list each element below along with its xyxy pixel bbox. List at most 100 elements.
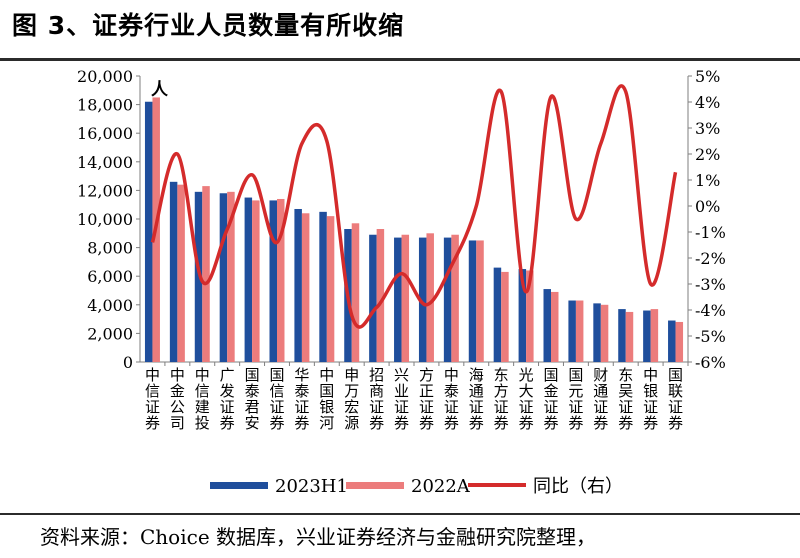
bar-2023h1 <box>518 269 527 362</box>
category-label: 中信证券 <box>145 366 160 432</box>
y2-tick-label: -1% <box>695 223 726 242</box>
y2-tick-label: -4% <box>695 301 726 320</box>
bar-2022a <box>301 213 310 362</box>
category-label: 东吴证券 <box>618 366 633 432</box>
category-label: 申万宏源 <box>344 366 359 432</box>
bar-2022a <box>401 234 410 362</box>
bar-2022a <box>551 291 559 362</box>
y2-tick-label: 5% <box>695 67 720 86</box>
bar-2023h1 <box>443 237 452 362</box>
bar-2022a <box>501 271 509 362</box>
bar-2023h1 <box>144 101 153 363</box>
yoy-line <box>150 84 678 329</box>
category-label: 中信建投 <box>195 366 210 432</box>
bar-2023h1 <box>219 193 228 362</box>
bar-2023h1 <box>618 309 626 362</box>
y2-tick-label: -2% <box>695 249 726 268</box>
bar-2022a <box>177 184 185 362</box>
bar-2022a <box>650 309 659 362</box>
bar-2022a <box>277 198 285 362</box>
category-label: 海通证券 <box>469 366 484 432</box>
category-label: 国泰君安 <box>245 366 260 432</box>
bar-2023h1 <box>418 237 427 362</box>
y2-tick-label: 4% <box>695 93 720 112</box>
bar-2023h1 <box>319 211 327 362</box>
y-tick-label: 10,000 <box>77 210 133 229</box>
line-series <box>150 84 678 329</box>
category-label: 中银证券 <box>643 366 658 432</box>
bar-2023h1 <box>668 320 676 362</box>
y-tick-label: 20,000 <box>77 67 133 86</box>
bar-2022a <box>227 191 235 362</box>
bar-2022a <box>451 234 459 362</box>
category-labels: 中信证券中金公司中信建投广发证券国泰君安国信证券华泰证券中国银河申万宏源招商证券… <box>145 366 683 432</box>
y-tick-label: 14,000 <box>77 153 133 172</box>
y-tick-label: 8,000 <box>87 239 133 258</box>
bar-2023h1 <box>543 289 551 362</box>
bar-2022a <box>376 229 385 362</box>
category-label: 国金证券 <box>543 366 558 432</box>
bar-2022a <box>351 223 360 362</box>
bar-2023h1 <box>269 200 277 362</box>
category-label: 国元证券 <box>568 366 583 432</box>
y2-tick-label: -5% <box>695 327 726 346</box>
bar-2022a <box>675 321 684 362</box>
tick-labels: 0 2,000 4,000 6,000 8,000 10,000 12,000 14,000 1… <box>77 67 726 372</box>
category-label: 光大证券 <box>519 366 534 432</box>
unit-label: 人 <box>151 80 169 100</box>
bar-2023h1 <box>194 191 203 362</box>
bar-2023h1 <box>593 303 601 362</box>
bar-line-chart: 0 2,000 4,000 6,000 8,000 10,000 12,000 14,000 1… <box>77 67 726 497</box>
category-label: 广发证券 <box>220 366 235 432</box>
bar-2022a <box>476 240 484 362</box>
legend-swatch-2023h1 <box>210 482 268 489</box>
bar-2022a <box>625 311 634 362</box>
y-tick-label: 4,000 <box>87 296 133 315</box>
bar-2023h1 <box>643 310 651 362</box>
bar-2023h1 <box>493 267 502 362</box>
y-tick-label: 2,000 <box>87 324 133 343</box>
category-label: 东方证券 <box>494 366 509 432</box>
category-label: 招商证券 <box>369 366 384 432</box>
source-note: 资料来源：Choice 数据库，兴业证券经济与金融研究院整理， <box>40 525 597 549</box>
legend-label-2022a: 2022A <box>411 476 471 497</box>
bar-2023h1 <box>244 197 253 362</box>
bar-2022a <box>326 216 335 362</box>
y2-tick-label: -3% <box>695 275 726 294</box>
bar-2022a <box>252 200 260 362</box>
bar-2022a <box>575 300 584 362</box>
legend: 2023H1 2022A 同比（右） <box>210 476 623 497</box>
bar-2023h1 <box>294 208 302 362</box>
y-tick-label: 6,000 <box>87 267 133 286</box>
category-label: 中泰证券 <box>444 366 459 432</box>
y-tick-label: 12,000 <box>77 181 133 200</box>
source-rule <box>0 513 800 515</box>
bar-2022a <box>526 270 534 362</box>
bar-2023h1 <box>369 234 377 362</box>
bar-2023h1 <box>568 300 576 362</box>
category-label: 中国银河 <box>319 366 334 432</box>
y-tick-label: 16,000 <box>77 124 133 143</box>
y2-tick-label: 2% <box>695 145 720 164</box>
y2-tick-label: 0% <box>695 197 720 216</box>
y2-tick-label: 1% <box>695 171 720 190</box>
y2-tick-label: 3% <box>695 119 720 138</box>
category-label: 华泰证券 <box>294 366 309 432</box>
category-label: 财通证券 <box>593 366 608 432</box>
figure-title: 图 3、证券行业人员数量有所收缩 <box>12 11 405 40</box>
bar-2023h1 <box>394 237 402 362</box>
category-label: 国信证券 <box>269 366 284 432</box>
y-tick-label: 0 <box>123 353 133 372</box>
category-label: 国联证券 <box>668 366 683 432</box>
category-label: 方正证券 <box>419 366 434 432</box>
bar-2023h1 <box>169 181 178 362</box>
bar-2023h1 <box>468 240 477 362</box>
y2-tick-label: -6% <box>695 353 726 372</box>
y-tick-label: 18,000 <box>77 96 133 115</box>
bar-2022a <box>202 186 210 362</box>
category-label: 兴业证券 <box>394 366 409 432</box>
legend-label-yoy: 同比（右） <box>533 476 623 497</box>
bar-2022a <box>426 233 434 362</box>
legend-swatch-2022a <box>346 482 404 489</box>
bar-series <box>144 97 684 363</box>
